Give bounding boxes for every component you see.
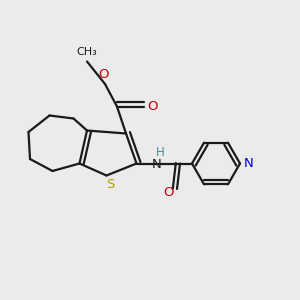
Text: H: H xyxy=(156,146,165,159)
Text: N: N xyxy=(244,157,253,170)
Text: S: S xyxy=(106,178,114,191)
Text: CH₃: CH₃ xyxy=(76,47,98,58)
Text: O: O xyxy=(147,100,158,113)
Text: N: N xyxy=(152,158,161,171)
Text: O: O xyxy=(163,185,174,199)
Text: O: O xyxy=(98,68,109,82)
